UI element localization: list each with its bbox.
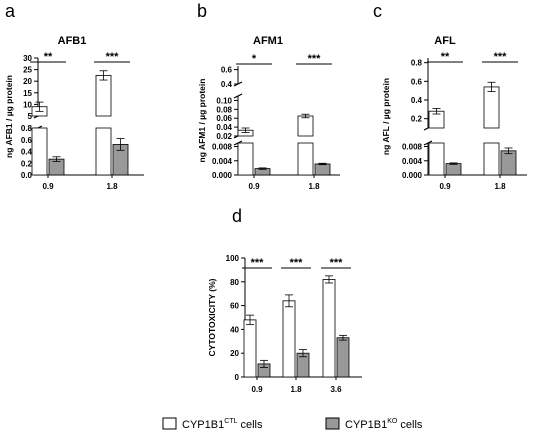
- chart-title: AFB1: [58, 35, 87, 47]
- y-tick-label: 60: [230, 302, 239, 311]
- y-tick-label: 0.6: [221, 66, 233, 75]
- bar-ctl: [297, 142, 314, 176]
- y-tick-label: 0.008: [212, 143, 233, 152]
- significance-label: ***: [251, 257, 265, 269]
- y-tick-label: 0.04: [216, 123, 232, 132]
- significance-label: ***: [330, 257, 344, 269]
- y-tick-label: 0.6: [21, 136, 33, 145]
- y-axis-label: CYTOTOXICITY (%): [207, 278, 217, 356]
- y-tick-label: 0.4: [21, 148, 33, 157]
- y-tick-label: 0.2: [411, 115, 423, 124]
- bar-ctl: [237, 142, 254, 176]
- significance-label: ***: [290, 257, 304, 269]
- y-tick-label: 0.2: [21, 159, 33, 168]
- y-tick-label: 100: [226, 254, 240, 263]
- bar-ctl: [95, 75, 112, 117]
- y-axis-label: ng AFM1 / µg protein: [197, 79, 207, 163]
- panel-a: a AFB1 ng AFB1 / µg protein 5 10 15 20 25 30 0.0 0…: [4, 1, 144, 191]
- y-tick-label: 0.8: [21, 124, 33, 133]
- x-tick-label: 1.8: [106, 182, 118, 191]
- axis-break: [233, 81, 243, 87]
- x-tick-label: 1.8: [494, 182, 506, 191]
- legend-swatch-ctl: [162, 417, 177, 430]
- y-tick-label: 0.06: [216, 114, 232, 123]
- y-tick-label: 0: [235, 373, 240, 382]
- bar-ctl: [95, 127, 112, 176]
- x-tick-label: 3.6: [330, 385, 342, 394]
- y-tick-label: 0.6: [411, 77, 423, 86]
- bar-ctl: [243, 319, 257, 378]
- y-tick-label: 0.004: [212, 157, 233, 166]
- panel-letter: d: [232, 206, 242, 226]
- legend-ko-sup: KO: [387, 418, 398, 425]
- y-tick-label: 0.000: [212, 171, 233, 180]
- y-tick-label: 15: [23, 89, 32, 98]
- x-tick-label: 0.9: [251, 385, 263, 394]
- significance-label: ***: [494, 51, 508, 63]
- y-tick-label: 5: [28, 112, 33, 121]
- x-tick-label: 0.9: [439, 182, 451, 191]
- bar-ctl: [297, 115, 314, 137]
- bar-ko: [445, 163, 462, 176]
- y-tick-label: 20: [230, 349, 239, 358]
- panel-letter: b: [197, 1, 207, 21]
- y-tick-label: 10: [23, 100, 32, 109]
- y-tick-label: 80: [230, 278, 239, 287]
- legend-ctl-suffix: cells: [237, 419, 263, 431]
- bar-ctl: [322, 279, 336, 378]
- bar-ctl: [31, 127, 48, 176]
- chart-title: AFM1: [253, 35, 283, 47]
- bar-ctl: [483, 142, 500, 176]
- significance-label: ***: [106, 51, 120, 63]
- y-tick-label: 0.004: [402, 157, 423, 166]
- legend-label-ctl: CYP1B1CTL cells: [182, 418, 263, 431]
- x-tick-label: 1.8: [290, 385, 302, 394]
- y-axis-label: ng AFB1 / µg protein: [4, 75, 14, 158]
- chart-title: AFL: [434, 35, 456, 47]
- significance-label: **: [44, 51, 53, 63]
- y-tick-label: 25: [23, 66, 32, 75]
- legend: CYP1B1CTL cells CYP1B1KO cells: [162, 417, 423, 431]
- significance-label: **: [441, 51, 450, 63]
- x-tick-label: 1.8: [308, 182, 320, 191]
- y-tick-label: 0.10: [216, 96, 232, 105]
- y-tick-label: 0.8: [411, 59, 423, 68]
- significance-label: ***: [308, 53, 322, 65]
- y-tick-label: 0.008: [402, 143, 423, 152]
- y-tick-label: 0.000: [402, 171, 423, 180]
- significance-label: *: [252, 53, 257, 65]
- x-tick-label: 0.9: [42, 182, 54, 191]
- panel-c: c AFL ng AFL / µg protein 0.2 0.4 0.6 0.8 0.000…: [373, 1, 527, 191]
- bar-ctl: [483, 86, 500, 129]
- y-tick-label: 0.4: [221, 80, 233, 89]
- bar-ko: [500, 150, 517, 176]
- bar-ctl: [428, 142, 445, 176]
- bar-ctl: [282, 300, 296, 378]
- x-tick-label: 0.9: [248, 182, 260, 191]
- y-tick-label: 0.02: [216, 132, 232, 141]
- panel-d: d CYTOTOXICITY (%) 0 20 40 60 80 100 0.9 *** 1.8 **…: [207, 206, 362, 394]
- legend-ko-base: CYP1B1: [345, 419, 387, 431]
- bar-ko: [314, 163, 331, 176]
- legend-label-ko: CYP1B1KO cells: [345, 418, 423, 431]
- bar-ko: [336, 337, 350, 378]
- y-tick-label: 0.08: [216, 105, 232, 114]
- y-axis-label: ng AFL / µg protein: [381, 78, 391, 155]
- panel-letter: c: [373, 1, 382, 21]
- y-tick-label: 0.4: [411, 96, 423, 105]
- y-tick-label: 0.0: [21, 171, 33, 180]
- panel-letter: a: [5, 1, 16, 21]
- legend-ctl-sup: CTL: [224, 418, 237, 425]
- legend-ctl-base: CYP1B1: [182, 419, 224, 431]
- y-tick-label: 40: [230, 325, 239, 334]
- y-tick-label: 20: [23, 77, 32, 86]
- y-tick-label: 30: [23, 54, 32, 63]
- legend-swatch-ko: [325, 417, 340, 430]
- legend-ko-suffix: cells: [397, 419, 423, 431]
